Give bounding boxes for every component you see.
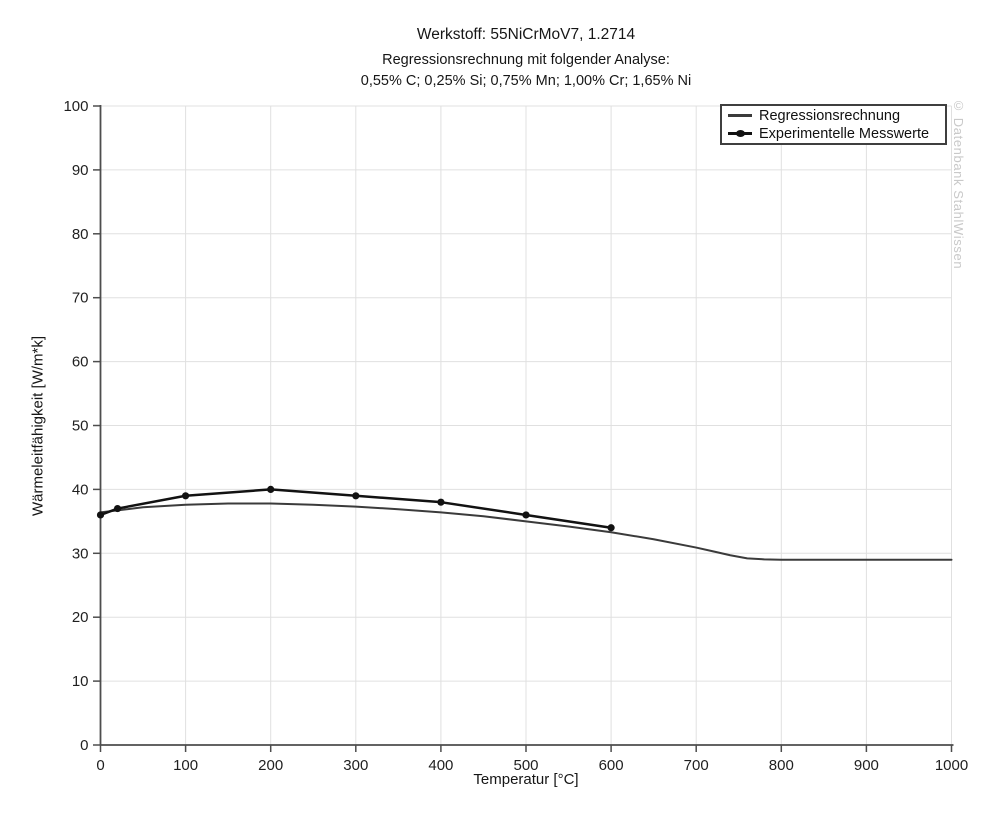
x-tick-label: 400 bbox=[428, 757, 453, 774]
chart-title: Werkstoff: 55NiCrMoV7, 1.2714 bbox=[416, 26, 636, 43]
data-point-marker bbox=[267, 485, 275, 493]
data-point-marker bbox=[352, 492, 360, 500]
x-tick-label: 500 bbox=[513, 757, 538, 774]
data-point-marker bbox=[522, 511, 530, 519]
data-point-marker bbox=[113, 504, 122, 513]
x-tick-label: 600 bbox=[599, 757, 624, 774]
series-line-experimental bbox=[99, 488, 613, 529]
legend-dot-icon bbox=[736, 129, 745, 137]
legend-line-sample-regression bbox=[728, 114, 752, 117]
x-tick-label: 0 bbox=[96, 757, 104, 774]
x-tick-label: 800 bbox=[769, 757, 794, 774]
x-tick-label: 900 bbox=[854, 757, 879, 774]
legend-item-regression: Regressionsrechnung bbox=[728, 108, 939, 124]
y-tick-label: 70 bbox=[72, 290, 89, 307]
legend-label-regression: Regressionsrechnung bbox=[759, 107, 901, 124]
chart-subtitle-analysis: Regressionsrechnung mit folgender Analys… bbox=[382, 52, 670, 68]
data-point-marker bbox=[182, 492, 190, 500]
series-line-regression bbox=[99, 502, 953, 561]
y-tick-label: 100 bbox=[63, 98, 88, 115]
y-tick-label: 80 bbox=[72, 226, 89, 243]
y-tick-label: 10 bbox=[72, 673, 89, 690]
legend-item-experimental: Experimentelle Messwerte bbox=[728, 126, 939, 142]
data-point-marker bbox=[96, 511, 105, 519]
y-tick-label: 30 bbox=[72, 545, 89, 562]
x-tick-label: 300 bbox=[343, 757, 368, 774]
y-tick-label: 50 bbox=[72, 418, 89, 435]
y-tick-label: 90 bbox=[72, 162, 89, 179]
y-axis-title: Wärmeleitfähigkeit [W/m*k] bbox=[29, 335, 47, 517]
y-tick-label: 60 bbox=[72, 354, 89, 371]
y-tick-label: 0 bbox=[80, 737, 88, 754]
chart-subtitle-composition: 0,55% C; 0,25% Si; 0,75% Mn; 1,00% Cr; 1… bbox=[360, 73, 692, 89]
legend-line-dot-sample-experimental bbox=[728, 129, 752, 137]
legend-label-experimental: Experimentelle Messwerte bbox=[759, 125, 930, 142]
data-point-marker bbox=[437, 498, 445, 506]
y-tick-label: 40 bbox=[72, 481, 89, 498]
x-tick-label: 1000 bbox=[935, 757, 968, 774]
data-point-marker bbox=[607, 524, 615, 532]
x-tick-label: 200 bbox=[258, 757, 283, 774]
x-axis-title: Temperatur [°C] bbox=[473, 771, 579, 788]
y-tick-label: 20 bbox=[72, 609, 89, 626]
watermark: © Datenbank StahlWissen bbox=[951, 98, 966, 270]
x-tick-label: 100 bbox=[173, 757, 198, 774]
x-tick-label: 700 bbox=[684, 757, 709, 774]
legend: Regressionsrechnung Experimentelle Messw… bbox=[720, 104, 947, 145]
